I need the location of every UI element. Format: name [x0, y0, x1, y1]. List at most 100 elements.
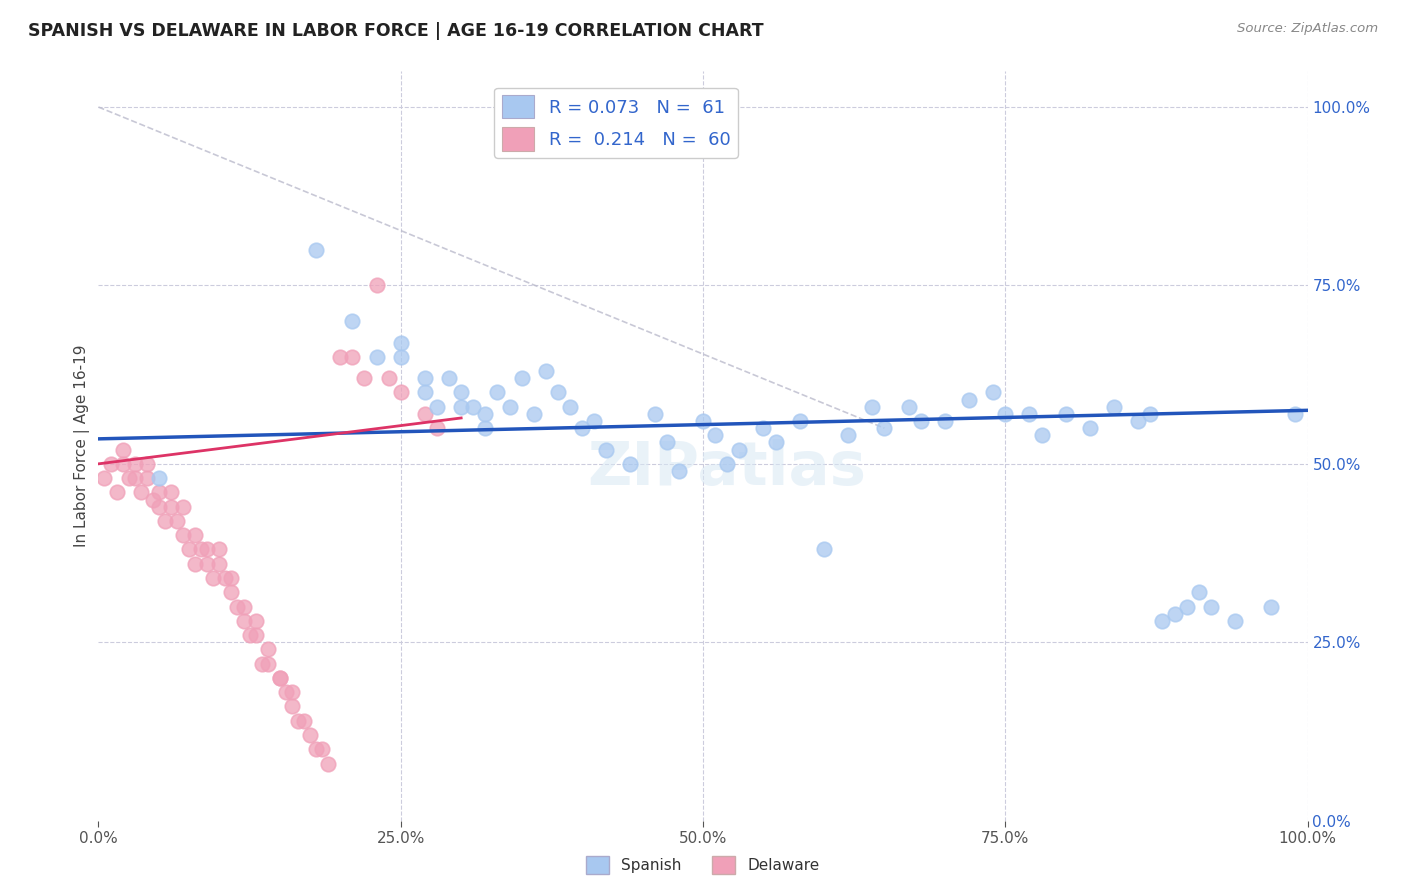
Point: [704, 428, 727, 442]
Point: [190, 542, 212, 557]
Point: [305, 243, 328, 257]
Point: [353, 371, 375, 385]
Point: [342, 350, 364, 364]
Point: [281, 685, 304, 699]
Point: [281, 699, 304, 714]
Point: [1128, 414, 1150, 428]
Point: [1078, 421, 1101, 435]
Point: [765, 435, 787, 450]
Point: [873, 421, 896, 435]
Point: [153, 514, 176, 528]
Point: [910, 414, 932, 428]
Point: [111, 457, 134, 471]
Point: [208, 557, 231, 571]
Point: [450, 385, 472, 400]
Point: [239, 628, 262, 642]
Point: [837, 428, 859, 442]
Point: [377, 371, 399, 385]
Point: [413, 371, 436, 385]
Point: [342, 314, 364, 328]
Point: [305, 742, 328, 756]
Point: [245, 628, 267, 642]
Point: [166, 514, 188, 528]
Point: [534, 364, 557, 378]
Text: Source: ZipAtlas.com: Source: ZipAtlas.com: [1237, 22, 1378, 36]
Point: [1284, 407, 1306, 421]
Point: [292, 714, 315, 728]
Point: [226, 599, 249, 614]
Point: [716, 457, 738, 471]
Point: [208, 542, 231, 557]
Point: [547, 385, 569, 400]
Point: [214, 571, 236, 585]
Point: [311, 742, 333, 756]
Point: [571, 421, 593, 435]
Point: [897, 400, 920, 414]
Point: [523, 407, 546, 421]
Point: [142, 492, 165, 507]
Point: [1199, 599, 1222, 614]
Point: [269, 671, 291, 685]
Point: [413, 385, 436, 400]
Point: [93, 471, 115, 485]
Point: [474, 407, 496, 421]
Point: [813, 542, 835, 557]
Point: [934, 414, 956, 428]
Point: [1031, 428, 1053, 442]
Point: [981, 385, 1004, 400]
Point: [269, 671, 291, 685]
Point: [245, 614, 267, 628]
Point: [129, 485, 152, 500]
Point: [692, 414, 714, 428]
Point: [172, 528, 194, 542]
Point: [274, 685, 297, 699]
Point: [195, 557, 218, 571]
Point: [148, 471, 170, 485]
Point: [437, 371, 460, 385]
Point: [486, 385, 509, 400]
Point: [558, 400, 581, 414]
Point: [426, 400, 449, 414]
Point: [221, 585, 243, 599]
Point: [118, 471, 141, 485]
Point: [583, 414, 606, 428]
Point: [202, 571, 225, 585]
Point: [329, 350, 352, 364]
Text: SPANISH VS DELAWARE IN LABOR FORCE | AGE 16-19 CORRELATION CHART: SPANISH VS DELAWARE IN LABOR FORCE | AGE…: [28, 22, 763, 40]
Point: [100, 457, 122, 471]
Point: [1152, 614, 1174, 628]
Point: [184, 557, 207, 571]
Point: [644, 407, 666, 421]
Point: [1018, 407, 1040, 421]
Point: [389, 350, 412, 364]
Point: [1175, 599, 1198, 614]
Point: [256, 657, 278, 671]
Point: [148, 500, 170, 514]
Point: [160, 485, 183, 500]
Point: [1260, 599, 1282, 614]
Y-axis label: In Labor Force | Age 16-19: In Labor Force | Age 16-19: [75, 344, 90, 548]
Point: [752, 421, 775, 435]
Point: [450, 400, 472, 414]
Point: [172, 500, 194, 514]
Point: [111, 442, 134, 457]
Point: [160, 500, 183, 514]
Point: [250, 657, 273, 671]
Legend: R = 0.073   N =  61, R =  0.214   N =  60: R = 0.073 N = 61, R = 0.214 N = 60: [495, 88, 738, 158]
Point: [105, 485, 128, 500]
Point: [1054, 407, 1077, 421]
Point: [957, 392, 980, 407]
Point: [1188, 585, 1211, 599]
Point: [287, 714, 309, 728]
Point: [474, 421, 496, 435]
Point: [668, 464, 690, 478]
Point: [124, 457, 146, 471]
Point: [135, 471, 157, 485]
Point: [1102, 400, 1125, 414]
Point: [179, 542, 201, 557]
Point: [148, 485, 170, 500]
Point: [1223, 614, 1246, 628]
Point: [1139, 407, 1161, 421]
Point: [221, 571, 243, 585]
Point: [510, 371, 533, 385]
